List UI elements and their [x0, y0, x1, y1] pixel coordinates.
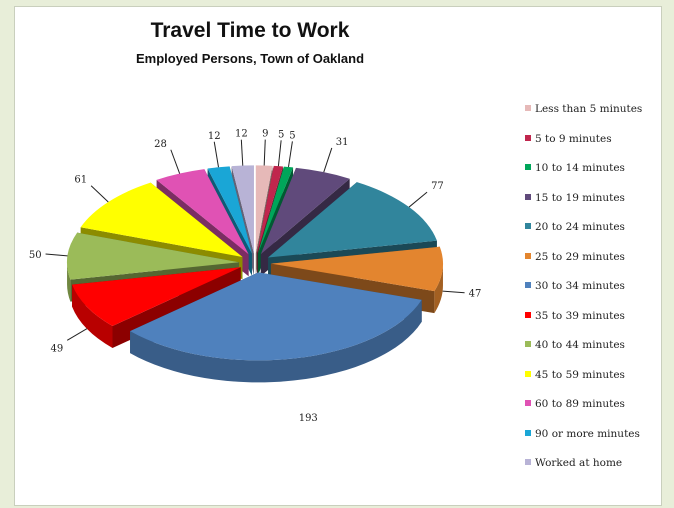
chart-title: Travel Time to Work	[150, 19, 350, 42]
legend-label: 30 to 34 minutes	[535, 280, 625, 292]
data-label: 12	[235, 129, 248, 140]
data-label: 193	[299, 413, 318, 424]
data-label: 49	[50, 343, 63, 354]
legend-item: 35 to 39 minutes	[525, 310, 625, 324]
leader-line	[240, 139, 244, 166]
legend-item: 10 to 14 minutes	[525, 162, 625, 176]
chart-area: Travel Time to Work Employed Persons, To…	[14, 6, 662, 506]
pie-slice-top	[268, 182, 437, 258]
legend-swatch	[525, 341, 531, 347]
legend-label: 60 to 89 minutes	[535, 398, 625, 410]
leader-line	[170, 149, 181, 174]
pie-slice-top	[67, 232, 240, 280]
legend-item: 30 to 34 minutes	[525, 280, 625, 294]
pie-slice	[130, 272, 422, 383]
data-label: 9	[262, 129, 268, 140]
legend-label: Less than 5 minutes	[535, 103, 643, 115]
pie-slice-top	[256, 165, 284, 254]
legend-label: 20 to 24 minutes	[535, 221, 625, 233]
legend-swatch	[525, 105, 531, 111]
legend-swatch	[525, 193, 531, 200]
legend-swatch	[525, 134, 531, 141]
legend-label: 25 to 29 minutes	[535, 250, 625, 263]
pie-slice-top	[270, 246, 443, 292]
pie-slice-top	[80, 182, 243, 257]
pie-slice-top	[207, 166, 252, 254]
legend-swatch	[525, 223, 531, 229]
legend-item: 25 to 29 minutes	[525, 251, 625, 265]
legend-item: 5 to 9 minutes	[525, 133, 612, 147]
leader-line	[408, 191, 428, 208]
leader-line	[213, 141, 220, 168]
legend-swatch	[525, 164, 531, 170]
pie-slice-rim	[72, 284, 113, 348]
legend-label: 35 to 39 minutes	[535, 309, 625, 322]
legend-item: 60 to 89 minutes	[525, 398, 625, 412]
leader-line	[277, 140, 282, 167]
legend-label: 40 to 44 minutes	[535, 339, 625, 351]
data-label: 5	[289, 130, 295, 141]
pie-slice-top	[130, 272, 422, 361]
legend-swatch	[525, 429, 531, 436]
legend-label: 15 to 19 minutes	[535, 191, 625, 204]
leader-line	[90, 185, 109, 203]
legend-item: 45 to 59 minutes	[525, 369, 625, 383]
legend-swatch	[525, 282, 531, 288]
legend-label: Worked at home	[535, 457, 623, 469]
legend-item: 15 to 19 minutes	[525, 192, 625, 206]
leader-line	[45, 253, 68, 257]
leader-line	[287, 141, 293, 168]
legend-label: 10 to 14 minutes	[535, 162, 625, 174]
data-label: 28	[154, 139, 167, 150]
legend-label: 90 or more minutes	[535, 427, 640, 440]
pie-slice-top	[260, 167, 350, 255]
legend-item: 20 to 24 minutes	[525, 221, 625, 235]
legend-swatch	[525, 400, 531, 406]
leader-line	[442, 290, 465, 294]
pie-slice-top	[255, 165, 273, 254]
legend-item: Less than 5 minutes	[525, 103, 642, 117]
legend-swatch	[525, 311, 531, 318]
pie-slice-top	[156, 169, 249, 255]
legend-item: Worked at home	[525, 457, 622, 471]
legend-item: 90 or more minutes	[525, 428, 640, 442]
legend-label: 45 to 59 minutes	[535, 368, 625, 381]
legend-swatch	[525, 370, 531, 377]
data-label: 50	[29, 250, 42, 261]
pie-slice-top	[72, 267, 241, 326]
legend-swatch	[525, 252, 531, 259]
data-label: 47	[469, 289, 482, 300]
legend-item: 40 to 44 minutes	[525, 339, 625, 353]
legend-swatch	[525, 459, 531, 465]
data-label: 5	[278, 129, 284, 140]
pie-slice-top	[231, 165, 254, 254]
pie-slice-top	[257, 166, 294, 254]
data-label: 12	[208, 131, 221, 142]
pie-slices	[67, 165, 443, 383]
pie-slice-rim	[67, 262, 71, 302]
pie-slice-rim	[434, 263, 443, 314]
leader-line	[66, 328, 88, 341]
leader-line	[323, 147, 333, 173]
legend-label: 5 to 9 minutes	[535, 132, 612, 145]
chart-subtitle: Employed Persons, Town of Oakland	[135, 51, 365, 66]
data-label: 31	[336, 137, 349, 148]
data-label: 77	[431, 181, 444, 192]
leader-line	[263, 139, 266, 166]
pie-slice-rim	[130, 299, 422, 383]
data-label: 61	[74, 175, 87, 186]
